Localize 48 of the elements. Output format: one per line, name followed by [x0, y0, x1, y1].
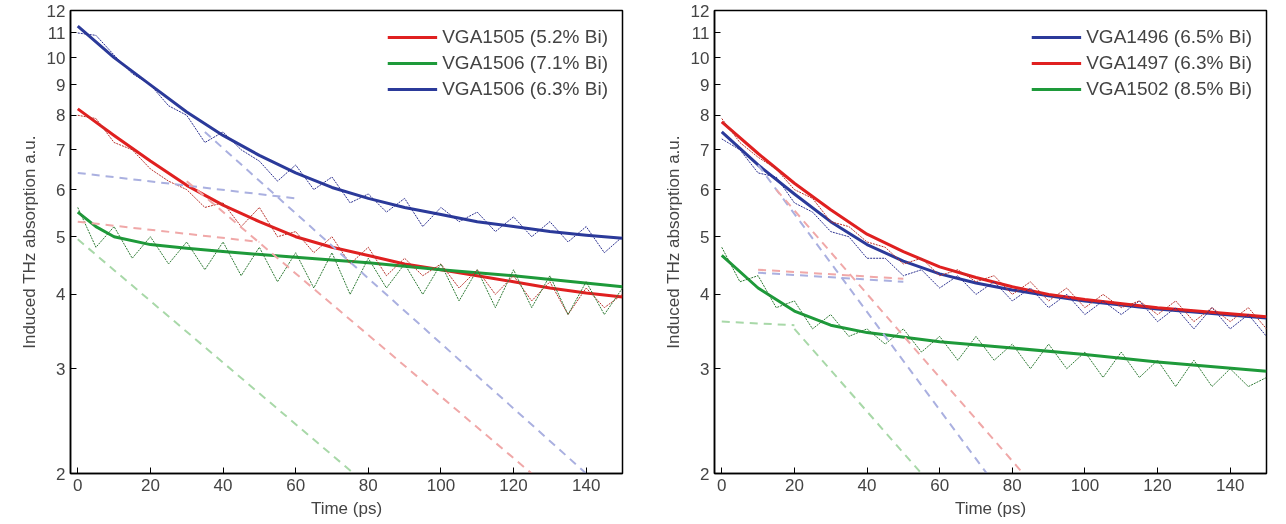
y-axis-title: Induced THz absorption a.u.	[663, 135, 683, 349]
x-tick-label: 140	[572, 475, 601, 495]
x-tick-label: 140	[1216, 475, 1245, 495]
legend-label: VGA1496 (6.5% Bi)	[1086, 25, 1252, 49]
y-tick-label: 12	[46, 1, 66, 21]
x-tick-label: 120	[1143, 475, 1172, 495]
x-tick-label: 0	[73, 475, 83, 495]
y-tick-label: 9	[56, 75, 66, 95]
x-tick-label: 100	[426, 475, 456, 495]
legend-label: VGA1497 (6.3% Bi)	[1086, 51, 1252, 75]
y-tick-label: 3	[700, 359, 710, 379]
y-tick-label: 11	[47, 23, 66, 43]
x-tick-label: 20	[140, 475, 160, 495]
y-tick-label: 5	[700, 227, 710, 247]
y-tick-label: 10	[690, 48, 710, 68]
x-tick-label: 120	[499, 475, 528, 495]
legend-label: VGA1506 (6.3% Bi)	[442, 77, 608, 101]
y-tick-label: 2	[700, 464, 710, 484]
y-tick-label: 2	[56, 464, 66, 484]
x-tick-label: 80	[358, 475, 378, 495]
y-tick-label: 12	[690, 1, 710, 21]
y-tick-label: 10	[46, 48, 66, 68]
y-tick-label: 8	[700, 106, 710, 126]
y-tick-label: 3	[56, 359, 66, 379]
x-tick-label: 40	[857, 475, 877, 495]
y-tick-label: 9	[700, 75, 710, 95]
x-tick-label: 60	[930, 475, 950, 495]
x-tick-label: 20	[784, 475, 804, 495]
x-tick-label: 0	[717, 475, 727, 495]
y-tick-label: 8	[56, 106, 66, 126]
y-tick-label: 6	[700, 180, 710, 200]
x-axis-title: Time (ps)	[310, 498, 383, 518]
y-tick-label: 11	[691, 23, 710, 43]
legend-label: VGA1505 (5.2% Bi)	[442, 25, 608, 49]
y-tick-label: 5	[56, 227, 66, 247]
x-axis-title: Time (ps)	[954, 498, 1027, 518]
y-tick-label: 4	[700, 285, 710, 305]
legend-label: VGA1506 (7.1% Bi)	[442, 51, 608, 75]
x-tick-label: 60	[286, 475, 306, 495]
y-tick-label: 4	[56, 285, 66, 305]
x-tick-label: 80	[1002, 475, 1022, 495]
y-tick-label: 7	[56, 140, 66, 160]
y-tick-label: 7	[700, 140, 710, 160]
x-tick-label: 100	[1070, 475, 1100, 495]
legend-label: VGA1502 (8.5% Bi)	[1086, 77, 1252, 101]
y-axis-title: Induced THz absorption a.u.	[19, 135, 39, 349]
y-tick-label: 6	[56, 180, 66, 200]
x-tick-label: 40	[213, 475, 233, 495]
